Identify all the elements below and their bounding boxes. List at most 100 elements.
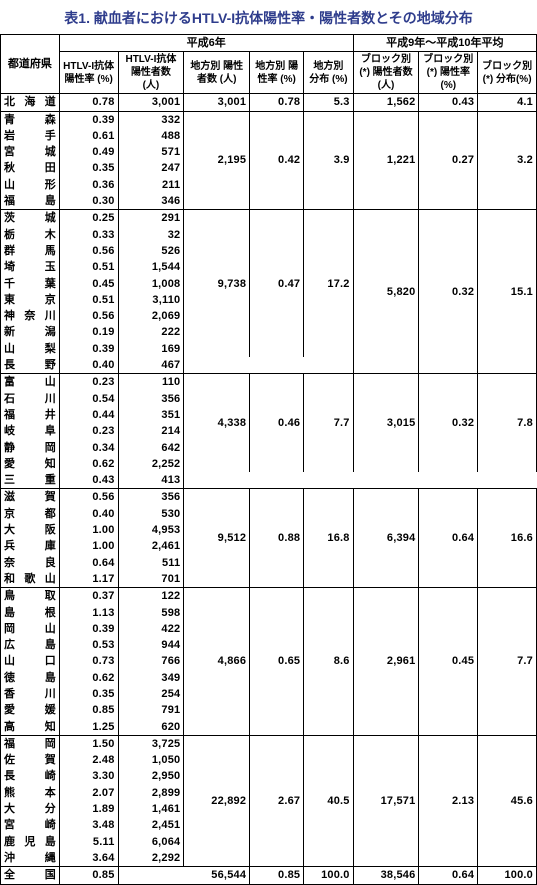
count-cell: 3,110 bbox=[118, 292, 184, 308]
pref-cell: 富 山 bbox=[1, 374, 60, 391]
rate-cell: 0.43 bbox=[59, 472, 118, 489]
pref-cell: 鳥 取 bbox=[1, 588, 60, 605]
rate-cell: 0.62 bbox=[59, 456, 118, 472]
pref-cell: 新 潟 bbox=[1, 324, 60, 340]
pref-cell: 香 川 bbox=[1, 686, 60, 702]
pref-cell: 兵 庫 bbox=[1, 538, 60, 554]
rate-cell: 0.36 bbox=[59, 177, 118, 193]
region-cell: 16.8 bbox=[304, 489, 353, 588]
region-cell: 4,338 bbox=[184, 374, 250, 472]
rate-cell: 1.89 bbox=[59, 801, 118, 817]
rate-cell: 0.73 bbox=[59, 653, 118, 669]
pref-cell: 山 梨 bbox=[1, 341, 60, 357]
region-cell: 0.46 bbox=[250, 374, 304, 472]
pref-cell: 島 根 bbox=[1, 605, 60, 621]
block-cell: 3,015 bbox=[353, 374, 419, 472]
rate-cell: 0.56 bbox=[59, 308, 118, 324]
hdr-c7: ブロック別(*) 陽性率(%) bbox=[419, 52, 478, 94]
count-cell: 1,050 bbox=[118, 752, 184, 768]
region-cell: 3,001 bbox=[184, 94, 250, 111]
count-cell: 3,001 bbox=[118, 94, 184, 111]
rate-cell: 0.35 bbox=[59, 686, 118, 702]
count-cell: 2,950 bbox=[118, 768, 184, 784]
pref-cell: 大 阪 bbox=[1, 522, 60, 538]
pref-cell: 東 京 bbox=[1, 292, 60, 308]
pref-cell: 滋 賀 bbox=[1, 489, 60, 506]
pref-cell: 石 川 bbox=[1, 391, 60, 407]
count-cell: 2,292 bbox=[118, 850, 184, 867]
pref-cell: 徳 島 bbox=[1, 670, 60, 686]
pref-cell: 秋 田 bbox=[1, 160, 60, 176]
rate-cell: 0.39 bbox=[59, 621, 118, 637]
block-cell: 0.32 bbox=[419, 374, 478, 472]
pref-cell: 愛 知 bbox=[1, 456, 60, 472]
pref-cell: 千 葉 bbox=[1, 276, 60, 292]
rate-cell: 0.40 bbox=[59, 506, 118, 522]
count-cell: 422 bbox=[118, 621, 184, 637]
count-cell: 6,064 bbox=[118, 834, 184, 850]
count-cell: 351 bbox=[118, 407, 184, 423]
rate-cell: 0.23 bbox=[59, 423, 118, 439]
pref-cell: 長 野 bbox=[1, 357, 60, 374]
rate-cell: 0.39 bbox=[59, 341, 118, 357]
hdr-c6: ブロック別(*) 陽性者数(人) bbox=[353, 52, 419, 94]
rate-cell: 3.48 bbox=[59, 817, 118, 833]
count-cell: 214 bbox=[118, 423, 184, 439]
block-cell: 45.6 bbox=[478, 735, 537, 866]
count-cell: 3,725 bbox=[118, 735, 184, 752]
rate-cell: 1.00 bbox=[59, 538, 118, 554]
block-cell: 38,546 bbox=[353, 867, 419, 884]
rate-cell: 2.48 bbox=[59, 752, 118, 768]
hdr-pref: 都道府県 bbox=[1, 35, 60, 94]
count-cell: 488 bbox=[118, 128, 184, 144]
region-cell: 9,512 bbox=[184, 489, 250, 588]
pref-cell: 岐 阜 bbox=[1, 423, 60, 439]
block-cell: 2.13 bbox=[419, 735, 478, 866]
pref-cell: 鹿児島 bbox=[1, 834, 60, 850]
count-cell: 2,899 bbox=[118, 785, 184, 801]
hdr-g1: 平成6年 bbox=[59, 35, 353, 52]
pref-cell: 福 岡 bbox=[1, 735, 60, 752]
region-cell: 0.85 bbox=[250, 867, 304, 884]
rate-cell: 0.44 bbox=[59, 407, 118, 423]
rate-cell: 0.53 bbox=[59, 637, 118, 653]
pref-cell: 山 口 bbox=[1, 653, 60, 669]
count-cell: 571 bbox=[118, 144, 184, 160]
count-cell: 356 bbox=[118, 391, 184, 407]
rate-cell: 3.64 bbox=[59, 850, 118, 867]
pref-cell: 静 岡 bbox=[1, 440, 60, 456]
block-cell: 7.8 bbox=[478, 374, 537, 472]
table-title: 表1. 献血者におけるHTLV-I抗体陽性率・陽性者数とその地域分布 bbox=[0, 0, 537, 34]
rate-cell: 0.64 bbox=[59, 555, 118, 571]
count-cell: 2,069 bbox=[118, 308, 184, 324]
region-cell: 17.2 bbox=[304, 210, 353, 357]
rate-cell: 0.25 bbox=[59, 210, 118, 227]
block-cell: 3.2 bbox=[478, 111, 537, 210]
block-cell: 100.0 bbox=[478, 867, 537, 884]
count-cell: 791 bbox=[118, 702, 184, 718]
rate-cell: 0.23 bbox=[59, 374, 118, 391]
region-cell: 2,195 bbox=[184, 111, 250, 210]
block-cell: 0.27 bbox=[419, 111, 478, 210]
block-cell: 16.6 bbox=[478, 489, 537, 588]
rate-cell: 0.33 bbox=[59, 227, 118, 243]
region-cell: 7.7 bbox=[304, 374, 353, 472]
block-cell: 5,820 bbox=[353, 210, 419, 374]
region-cell: 56,544 bbox=[118, 867, 250, 884]
hdr-c4: 地方別 陽性率 (%) bbox=[250, 52, 304, 94]
count-cell: 32 bbox=[118, 227, 184, 243]
pref-cell: 宮 崎 bbox=[1, 817, 60, 833]
region-cell: 22,892 bbox=[184, 735, 250, 866]
pref-cell: 福 井 bbox=[1, 407, 60, 423]
region-cell: 0.42 bbox=[250, 111, 304, 210]
block-cell: 6,394 bbox=[353, 489, 419, 588]
block-cell: 0.32 bbox=[419, 210, 478, 374]
hdr-c1: HTLV-I抗体 陽性率 (%) bbox=[59, 52, 118, 94]
rate-cell: 0.37 bbox=[59, 588, 118, 605]
pref-cell: 全 国 bbox=[1, 867, 60, 884]
region-cell: 0.78 bbox=[250, 94, 304, 111]
count-cell: 356 bbox=[118, 489, 184, 506]
count-cell: 2,451 bbox=[118, 817, 184, 833]
count-cell: 254 bbox=[118, 686, 184, 702]
rate-cell: 2.07 bbox=[59, 785, 118, 801]
